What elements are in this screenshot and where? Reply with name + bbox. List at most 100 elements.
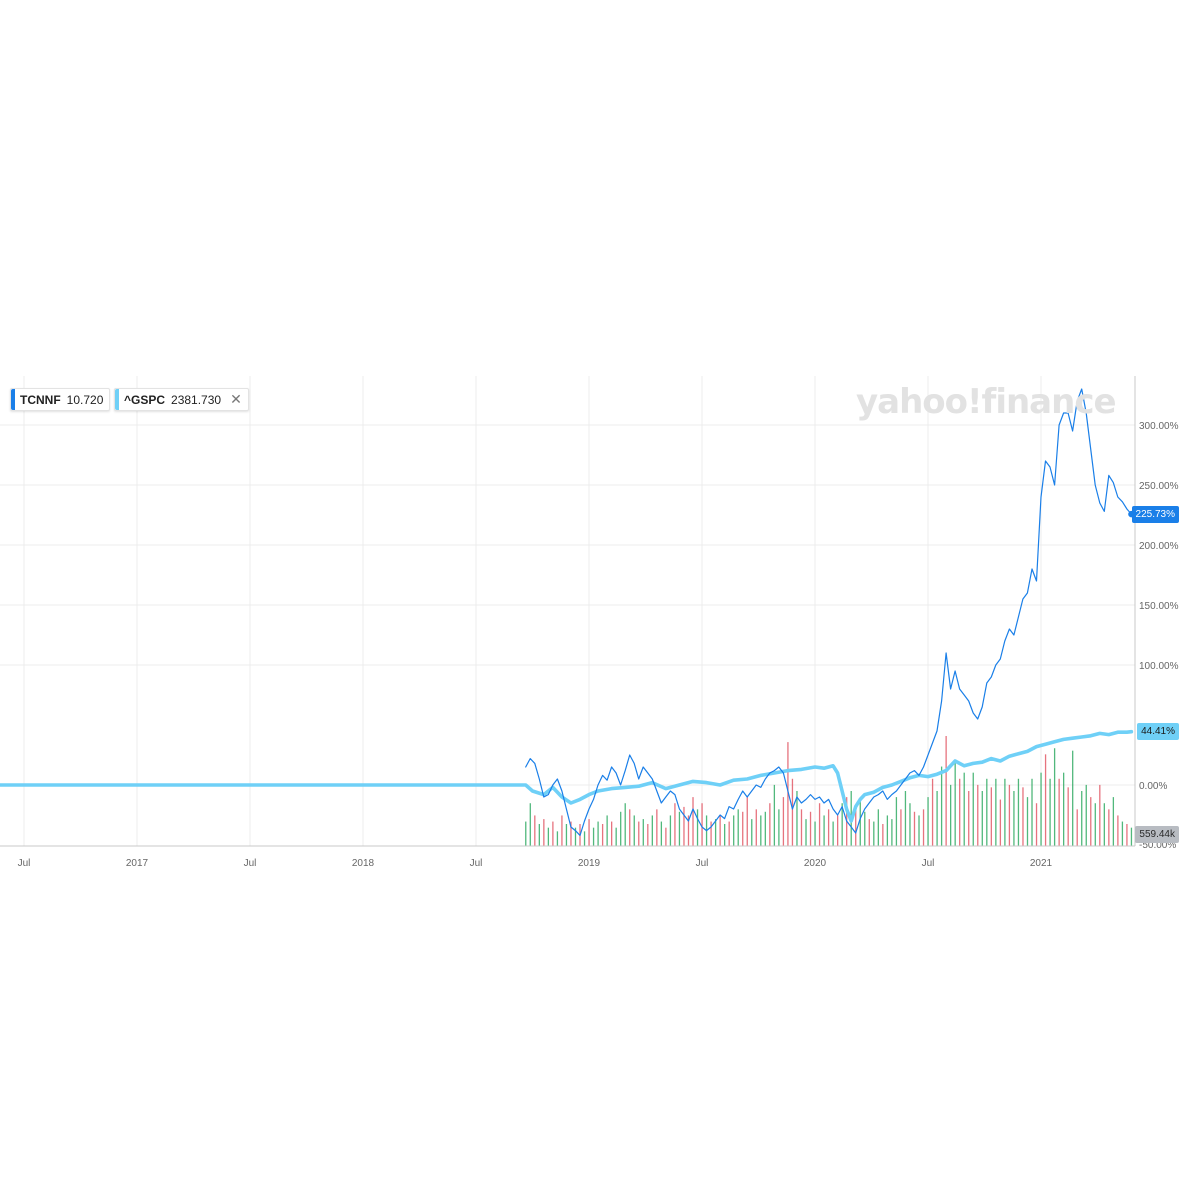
volume-bar [1004,778,1006,846]
volume-bar [678,811,681,846]
volume-bar [1081,791,1083,846]
legend-item-gspc[interactable]: ^GSPC 2381.730 ✕ [114,388,249,411]
y-tick-label: 300.00% [1139,421,1179,432]
volume-bar [624,803,626,846]
volume-bar [615,827,617,846]
volume-bar [972,772,974,846]
volume-bar [1035,803,1038,846]
volume-bars [525,736,1133,846]
volume-bar [728,821,730,846]
close-icon[interactable]: ✕ [230,391,242,407]
volume-bar [796,791,798,846]
x-tick-label: 2021 [1030,858,1053,869]
x-tick-label: 2020 [804,858,827,869]
x-tick-label: Jul [922,858,935,869]
volume-bar [909,803,911,846]
volume-bar [1044,754,1047,846]
volume-bar [1099,784,1101,846]
volume-bar [841,803,843,846]
yahoo-finance-watermark: yahoo!finance [856,382,1117,422]
volume-bar [570,821,572,846]
volume-bar [1076,809,1078,846]
volume-bar [950,784,952,846]
volume-bar [696,809,699,846]
volume-bar [742,811,744,846]
x-tick-label: Jul [696,858,709,869]
volume-bar [1126,824,1128,846]
volume-bar [660,821,663,846]
volume-bar [692,797,694,846]
volume-bar [922,809,925,846]
volume-bar [968,791,970,846]
volume-bar [701,803,703,846]
volume-bar [525,821,527,846]
volume-bar [1121,821,1124,846]
volume-bar [1067,787,1069,846]
volume-bar [592,827,595,846]
volume-bar [638,821,640,846]
volume-bar [543,819,545,846]
volume-bar [751,819,753,846]
volume-bar [724,824,726,846]
legend-value: 2381.730 [171,392,222,407]
volume-bar [918,815,920,846]
volume-bar [606,815,608,846]
legend-item-tcnnf[interactable]: TCNNF 10.720 [10,388,111,411]
volume-bar [714,819,717,846]
volume-bar [927,797,929,846]
volume-bar [538,824,540,846]
volume-bar [936,791,938,846]
volume-bar [782,797,785,846]
volume-bar [1103,803,1105,846]
volume-bar [683,806,685,846]
volume-bar [1085,784,1087,846]
volume-bar [886,815,889,846]
volume-bar [669,815,672,846]
volume-bar [990,787,992,846]
volume-bar [931,778,934,846]
x-tick-label: Jul [244,858,257,869]
x-tick-label: 2019 [578,858,601,869]
volume-bar [1040,772,1042,846]
legend-value: 10.720 [66,392,104,407]
y-tick-label: 150.00% [1139,601,1179,612]
volume-bar [904,791,907,846]
volume-bar [611,821,613,846]
y-tick-label: 250.00% [1139,481,1179,492]
volume-bar [864,811,866,846]
series-layer [0,388,1135,837]
y-tick-label: -50.00% [1139,840,1176,851]
volume-bar [647,824,649,846]
volume-bar [746,797,748,846]
y-tick-label: 0.00% [1139,781,1167,792]
volume-bar [687,815,690,846]
volume-bar [1049,778,1051,846]
y-tick-label: 100.00% [1139,661,1179,672]
volume-bar [814,821,816,846]
volume-bar [891,819,893,846]
volume-bar [588,819,590,846]
volume-bar [882,824,884,846]
volume-bar [940,766,943,846]
volume-bar [620,811,622,846]
volume-bar [1053,748,1056,846]
volume-bar [733,815,735,846]
volume-bar [805,819,807,846]
volume-bar [1031,778,1033,846]
volume-bar [895,797,898,846]
volume-bar [995,778,997,846]
series-line-gspc [0,729,1134,823]
volume-bar [773,784,776,846]
volume-bar [633,815,635,846]
x-axis-ticks: Jul 2017 Jul 2018 Jul 2019 Jul 2020 Jul 2021 [18,858,1053,869]
volume-bar [963,772,965,846]
volume-bar [855,809,857,846]
volume-bar [986,778,988,846]
volume-bar [529,803,531,846]
volume-bar [1013,791,1015,846]
y-axis-ticks: 300.00% 250.00% 200.00% 150.00% 100.00% 0.00%… [1139,421,1179,851]
volume-bar [877,809,879,846]
volume-bar [837,815,839,846]
